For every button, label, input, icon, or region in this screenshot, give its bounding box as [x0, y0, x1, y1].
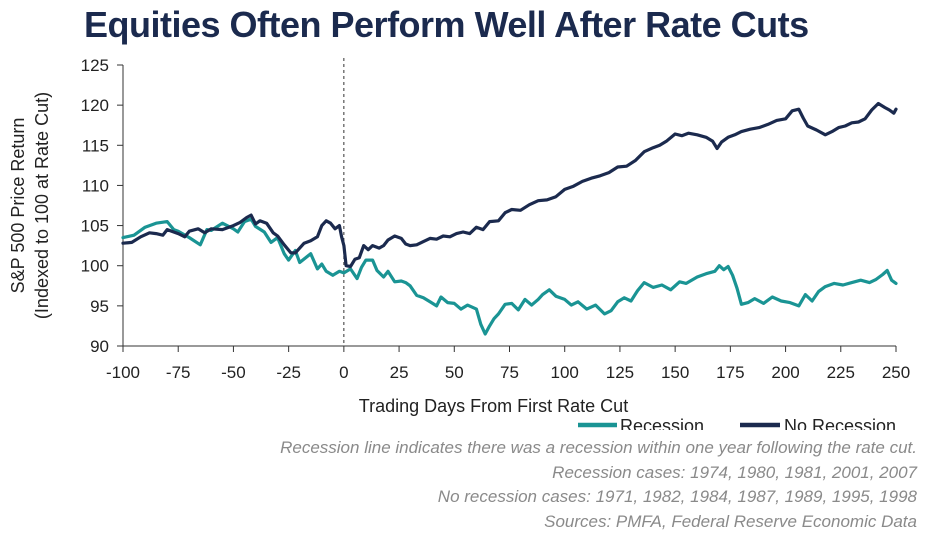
y-axis-title-line-2: (Indexed to 100 at Rate Cut) [32, 92, 52, 319]
y-tick-label: 90 [90, 337, 109, 356]
chart-title: Equities Often Perform Well After Rate C… [84, 4, 809, 45]
x-axis-ticks: -100 -75 -50 -25 0 25 50 75 100 125 150 175 200 225 25… [106, 346, 910, 382]
note-no-recession-cases: No recession cases: 1971, 1982, 1984, 19… [437, 487, 917, 506]
x-tick-label: -50 [221, 363, 246, 382]
legend-label-no-recession: No Recession [784, 416, 896, 430]
y-tick-label: 115 [82, 136, 109, 155]
note-recession-definition: Recession line indicates there was a rec… [280, 438, 917, 457]
x-tick-label: -25 [276, 363, 301, 382]
note-sources: Sources: PMFA, Federal Reserve Economic … [544, 511, 917, 531]
y-tick-label: 95 [90, 297, 109, 316]
x-tick-label: -100 [106, 363, 140, 382]
x-tick-label: 125 [606, 363, 634, 382]
legend: Recession No Recession [578, 416, 896, 430]
x-tick-label: 50 [445, 363, 464, 382]
y-tick-label: 105 [81, 217, 109, 236]
note-recession-cases: Recession cases: 1974, 1980, 1981, 2001,… [552, 462, 917, 482]
y-tick-label: 120 [81, 96, 109, 115]
series-lines [121, 101, 898, 336]
x-tick-label: 0 [339, 363, 348, 382]
x-tick-label: 100 [551, 363, 579, 382]
y-axis-title-line-1: S&P 500 Price Return [8, 118, 28, 294]
x-tick-label: 225 [827, 363, 855, 382]
x-tick-label: 150 [661, 363, 689, 382]
chart-notes: Recession line indicates there was a rec… [280, 436, 917, 534]
y-tick-label: 100 [81, 257, 109, 276]
x-tick-label: 75 [500, 363, 519, 382]
chart-area: 90 95 100 105 110 115 120 125 -100 -75 -50 -25 0 25 5… [8, 56, 910, 430]
y-tick-label: 110 [82, 176, 109, 195]
x-tick-label: 250 [882, 363, 910, 382]
x-tick-label: 25 [390, 363, 409, 382]
legend-label-recession: Recession [620, 416, 704, 430]
x-axis-title: Trading Days From First Rate Cut [359, 396, 628, 416]
y-axis-ticks: 90 95 100 105 110 115 120 125 [81, 56, 123, 356]
series-line-recession [121, 217, 898, 336]
y-tick-label: 125 [81, 56, 109, 75]
x-tick-label: 175 [716, 363, 744, 382]
series-line-no-recession [121, 101, 898, 269]
x-tick-label: -75 [166, 363, 191, 382]
x-tick-label: 200 [771, 363, 799, 382]
